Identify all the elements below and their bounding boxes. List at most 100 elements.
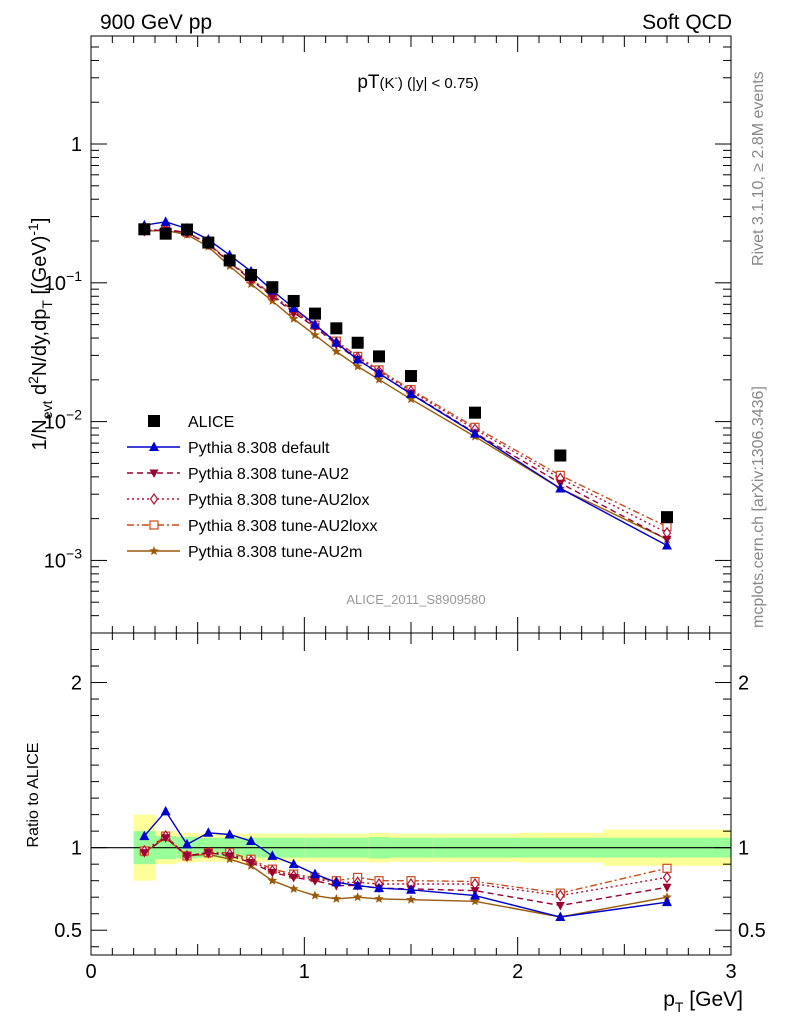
- ratio-ylabel: Ratio to ALICE: [25, 743, 42, 848]
- header-right: Soft QCD: [642, 11, 732, 34]
- legend-label: Pythia 8.308 tune-AU2m: [188, 544, 362, 561]
- legend-item-au2m: Pythia 8.308 tune-AU2m: [127, 544, 362, 561]
- series-data: [138, 223, 673, 524]
- point-au2m: [288, 313, 299, 323]
- ratio-panel: 0.5 0.5 1 1 2 2 0 1 2 3 Ratio to ALICE pT [GeV]: [25, 632, 766, 1015]
- point-data: [661, 511, 673, 524]
- y-tick-label: 1: [71, 134, 82, 156]
- ratio-point-default: [406, 884, 416, 894]
- point-data: [405, 370, 417, 383]
- ratio-point-default: [224, 828, 235, 839]
- ratio-point-au2: [161, 834, 171, 843]
- ratio-point-default: [160, 805, 171, 816]
- point-data: [330, 322, 343, 335]
- main-panel: 1 10−1 10−2 10−3 pT(K-) (|y| < 0.75) ALICE_…: [25, 35, 732, 634]
- point-default: [160, 216, 171, 226]
- ratio-y-tick-label: 1: [71, 838, 82, 860]
- x-tick-label: 0: [85, 961, 96, 983]
- ratio-point-au2m: [288, 883, 299, 893]
- ratio-point-au2m: [374, 893, 384, 903]
- point-default: [352, 354, 363, 364]
- point-default: [310, 319, 320, 329]
- point-data: [266, 281, 279, 294]
- point-data: [159, 227, 172, 240]
- legend-label: ALICE: [188, 414, 234, 431]
- y-tick-label: 10−1: [44, 268, 82, 295]
- mcplots-label: mcplots.cern.ch [arXiv:1306.3436]: [750, 386, 767, 628]
- ratio-point-au2m: [406, 894, 416, 904]
- point-default: [331, 337, 342, 347]
- main-title-main: pT: [357, 72, 380, 93]
- ratio-line-au2: [143, 836, 668, 907]
- ratio-point-default: [310, 868, 320, 879]
- point-au2m: [406, 394, 416, 404]
- point-data: [202, 236, 215, 249]
- x-tick-label: 1: [299, 961, 310, 983]
- legend-marker: [149, 492, 159, 506]
- x-axis-label: pT [GeV]: [663, 988, 743, 1015]
- legend-marker: [148, 415, 160, 427]
- ratio-point-default: [662, 896, 672, 907]
- ratio-y-tick-label-right: 1: [738, 838, 749, 860]
- ratio-point-au2: [267, 868, 277, 878]
- line-au2lox: [144, 229, 668, 534]
- ratio-point-default: [182, 838, 192, 849]
- point-data: [287, 294, 300, 307]
- line-au2m: [144, 229, 668, 540]
- point-data: [469, 406, 481, 419]
- ratio-point-default: [470, 890, 480, 900]
- legend-item-data: ALICE: [148, 414, 234, 431]
- ratio-point-default: [139, 830, 150, 841]
- point-data: [309, 307, 321, 320]
- ratio-point-au2m: [331, 893, 342, 903]
- point-default: [555, 482, 566, 493]
- point-default: [406, 388, 416, 399]
- legend-item-au2loxx: Pythia 8.308 tune-AU2loxx: [127, 518, 377, 535]
- ratio-line-default: [143, 810, 668, 918]
- ratio-point-au2: [139, 849, 149, 858]
- ratio-point-au2m: [470, 896, 480, 906]
- y-tick-label: 10−3: [44, 545, 82, 572]
- ratio-series-au2: [139, 834, 672, 911]
- ratio-point-default: [352, 880, 363, 890]
- main-title: pT(K-) (|y| < 0.75): [357, 72, 478, 93]
- point-data: [554, 449, 567, 462]
- y-tick-label: 10−2: [44, 407, 82, 434]
- point-au2m: [310, 330, 320, 340]
- rivet-label: Rivet 3.1.10, ≥ 2.8M events: [750, 71, 767, 266]
- ratio-point-default: [267, 850, 278, 860]
- ratio-point-au2loxx: [662, 863, 672, 873]
- main-title-sup: -: [395, 73, 398, 84]
- legend-marker: [149, 546, 159, 556]
- main-ylabel: 1/Nevt d2N/dy,dpT [(GeV)-1]: [25, 218, 55, 451]
- point-default: [470, 428, 480, 438]
- x-tick-label: 2: [512, 961, 523, 983]
- point-default: [662, 540, 672, 550]
- watermark: ALICE_2011_S8909580: [346, 592, 485, 607]
- ratio-point-au2lox: [662, 871, 672, 884]
- legend-marker: [149, 520, 159, 530]
- ratio-point-au2: [203, 849, 213, 858]
- point-data: [351, 336, 364, 349]
- point-data: [223, 254, 236, 267]
- ratio-point-au2: [182, 852, 192, 861]
- point-default: [288, 302, 299, 312]
- legend-marker: [149, 441, 159, 451]
- line-au2: [144, 229, 668, 540]
- ratio-point-au2: [555, 901, 565, 911]
- legend-label: Pythia 8.308 tune-AU2: [188, 466, 349, 483]
- point-data: [138, 223, 151, 236]
- point-au2m: [331, 346, 342, 356]
- svg-text:1/Nevt d2N/dy,dpT [(GeV)-1]: 1/Nevt d2N/dy,dpT [(GeV)-1]: [25, 218, 55, 451]
- line-default: [144, 221, 668, 547]
- point-au2m: [352, 361, 363, 371]
- ratio-point-au2: [662, 883, 672, 893]
- legend-label: Pythia 8.308 tune-AU2loxx: [188, 518, 377, 535]
- ratio-point-default: [246, 835, 256, 846]
- point-au2: [662, 535, 672, 545]
- legend-item-default: Pythia 8.308 default: [127, 440, 330, 457]
- ratio-point-au2: [289, 873, 299, 883]
- legend-item-au2: Pythia 8.308 tune-AU2: [127, 466, 349, 483]
- point-au2m: [374, 374, 384, 384]
